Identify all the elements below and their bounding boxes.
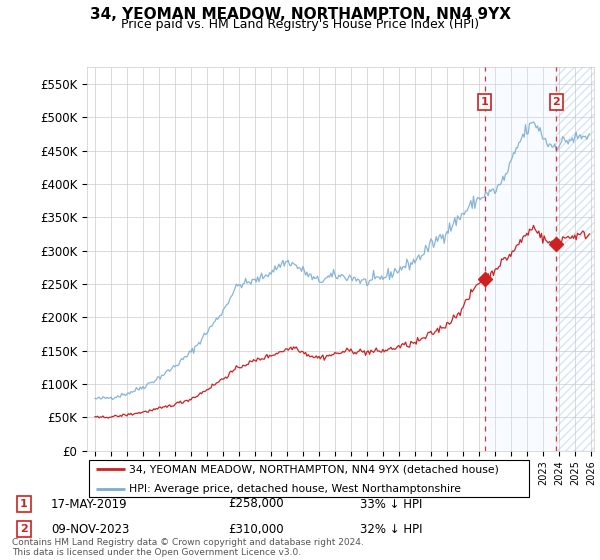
Text: 32% ↓ HPI: 32% ↓ HPI bbox=[360, 522, 422, 536]
Bar bbox=[556, 67, 600, 451]
Text: Contains HM Land Registry data © Crown copyright and database right 2024.
This d: Contains HM Land Registry data © Crown c… bbox=[12, 538, 364, 557]
Bar bbox=[485, 67, 556, 451]
Text: 2: 2 bbox=[553, 97, 560, 107]
FancyBboxPatch shape bbox=[89, 460, 529, 497]
Text: 09-NOV-2023: 09-NOV-2023 bbox=[51, 522, 130, 536]
Bar bbox=[556, 67, 600, 451]
Text: £258,000: £258,000 bbox=[228, 497, 284, 511]
Text: 17-MAY-2019: 17-MAY-2019 bbox=[51, 497, 128, 511]
Text: 1: 1 bbox=[20, 499, 28, 509]
Text: 1: 1 bbox=[481, 97, 488, 107]
Text: HPI: Average price, detached house, West Northamptonshire: HPI: Average price, detached house, West… bbox=[129, 484, 461, 493]
Text: 33% ↓ HPI: 33% ↓ HPI bbox=[360, 497, 422, 511]
Text: Price paid vs. HM Land Registry's House Price Index (HPI): Price paid vs. HM Land Registry's House … bbox=[121, 18, 479, 31]
Text: 34, YEOMAN MEADOW, NORTHAMPTON, NN4 9YX: 34, YEOMAN MEADOW, NORTHAMPTON, NN4 9YX bbox=[89, 7, 511, 22]
Text: 34, YEOMAN MEADOW, NORTHAMPTON, NN4 9YX (detached house): 34, YEOMAN MEADOW, NORTHAMPTON, NN4 9YX … bbox=[129, 464, 499, 474]
Text: £310,000: £310,000 bbox=[228, 522, 284, 536]
Text: 2: 2 bbox=[20, 524, 28, 534]
